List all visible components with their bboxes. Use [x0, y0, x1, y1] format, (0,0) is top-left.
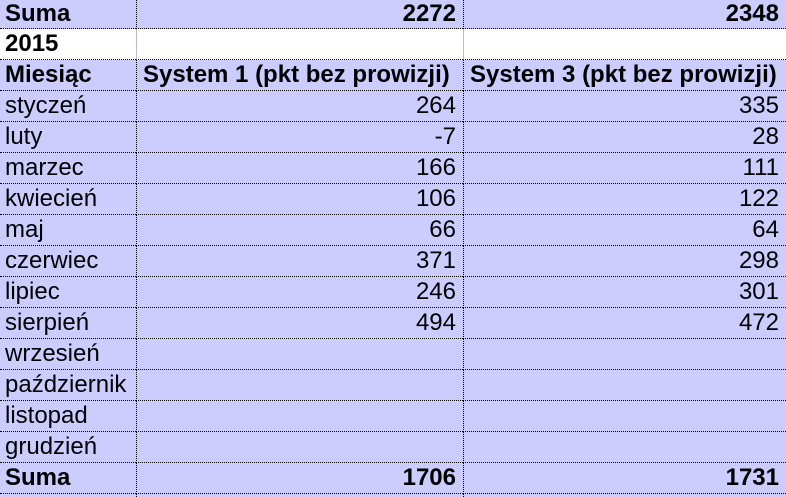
value-cell-system1[interactable]: 494	[136, 308, 463, 339]
month-cell[interactable]: styczeń	[0, 91, 136, 122]
value-cell-system3[interactable]	[463, 370, 786, 401]
partial-row-cell	[136, 494, 463, 497]
header-system3-cell[interactable]: System 3 (pkt bez prowizji)	[463, 60, 786, 91]
value-cell-system3[interactable]	[463, 339, 786, 370]
value-cell-system3[interactable]	[463, 432, 786, 463]
value-cell-system3[interactable]: 301	[463, 277, 786, 308]
value-cell-system1[interactable]	[136, 339, 463, 370]
month-cell[interactable]: sierpień	[0, 308, 136, 339]
header-month-cell[interactable]: Miesiąc	[0, 60, 136, 91]
value-cell-system1[interactable]: -7	[136, 122, 463, 153]
bottom-suma-system3-cell[interactable]: 1731	[463, 463, 786, 494]
month-cell[interactable]: czerwiec	[0, 246, 136, 277]
value-cell-system1[interactable]: 106	[136, 184, 463, 215]
value-cell-system1[interactable]: 246	[136, 277, 463, 308]
value-cell-system1[interactable]: 264	[136, 91, 463, 122]
year-empty-cell-system1[interactable]	[136, 29, 463, 60]
top-suma-system3-cell[interactable]: 2348	[463, 0, 786, 29]
month-cell[interactable]: wrzesień	[0, 339, 136, 370]
value-cell-system3[interactable]: 298	[463, 246, 786, 277]
top-suma-label-cell[interactable]: Suma	[0, 0, 136, 29]
month-cell[interactable]: kwiecień	[0, 184, 136, 215]
month-cell[interactable]: maj	[0, 215, 136, 246]
value-cell-system3[interactable]: 111	[463, 153, 786, 184]
value-cell-system1[interactable]	[136, 370, 463, 401]
partial-row-cell	[0, 494, 136, 497]
month-cell[interactable]: lipiec	[0, 277, 136, 308]
value-cell-system3[interactable]: 472	[463, 308, 786, 339]
value-cell-system1[interactable]: 66	[136, 215, 463, 246]
month-cell[interactable]: listopad	[0, 401, 136, 432]
month-cell[interactable]: marzec	[0, 153, 136, 184]
month-cell[interactable]: październik	[0, 370, 136, 401]
month-cell[interactable]: luty	[0, 122, 136, 153]
year-empty-cell-system3[interactable]	[463, 29, 786, 60]
partial-row-cell	[463, 494, 786, 497]
header-system1-cell[interactable]: System 1 (pkt bez prowizji)	[136, 60, 463, 91]
value-cell-system3[interactable]: 64	[463, 215, 786, 246]
top-suma-system1-cell[interactable]: 2272	[136, 0, 463, 29]
bottom-suma-label-cell[interactable]: Suma	[0, 463, 136, 494]
value-cell-system1[interactable]	[136, 401, 463, 432]
value-cell-system3[interactable]: 335	[463, 91, 786, 122]
year-cell[interactable]: 2015	[0, 29, 136, 60]
bottom-suma-system1-cell[interactable]: 1706	[136, 463, 463, 494]
value-cell-system1[interactable]	[136, 432, 463, 463]
value-cell-system3[interactable]: 28	[463, 122, 786, 153]
value-cell-system3[interactable]	[463, 401, 786, 432]
month-cell[interactable]: grudzień	[0, 432, 136, 463]
value-cell-system1[interactable]: 166	[136, 153, 463, 184]
value-cell-system1[interactable]: 371	[136, 246, 463, 277]
value-cell-system3[interactable]: 122	[463, 184, 786, 215]
